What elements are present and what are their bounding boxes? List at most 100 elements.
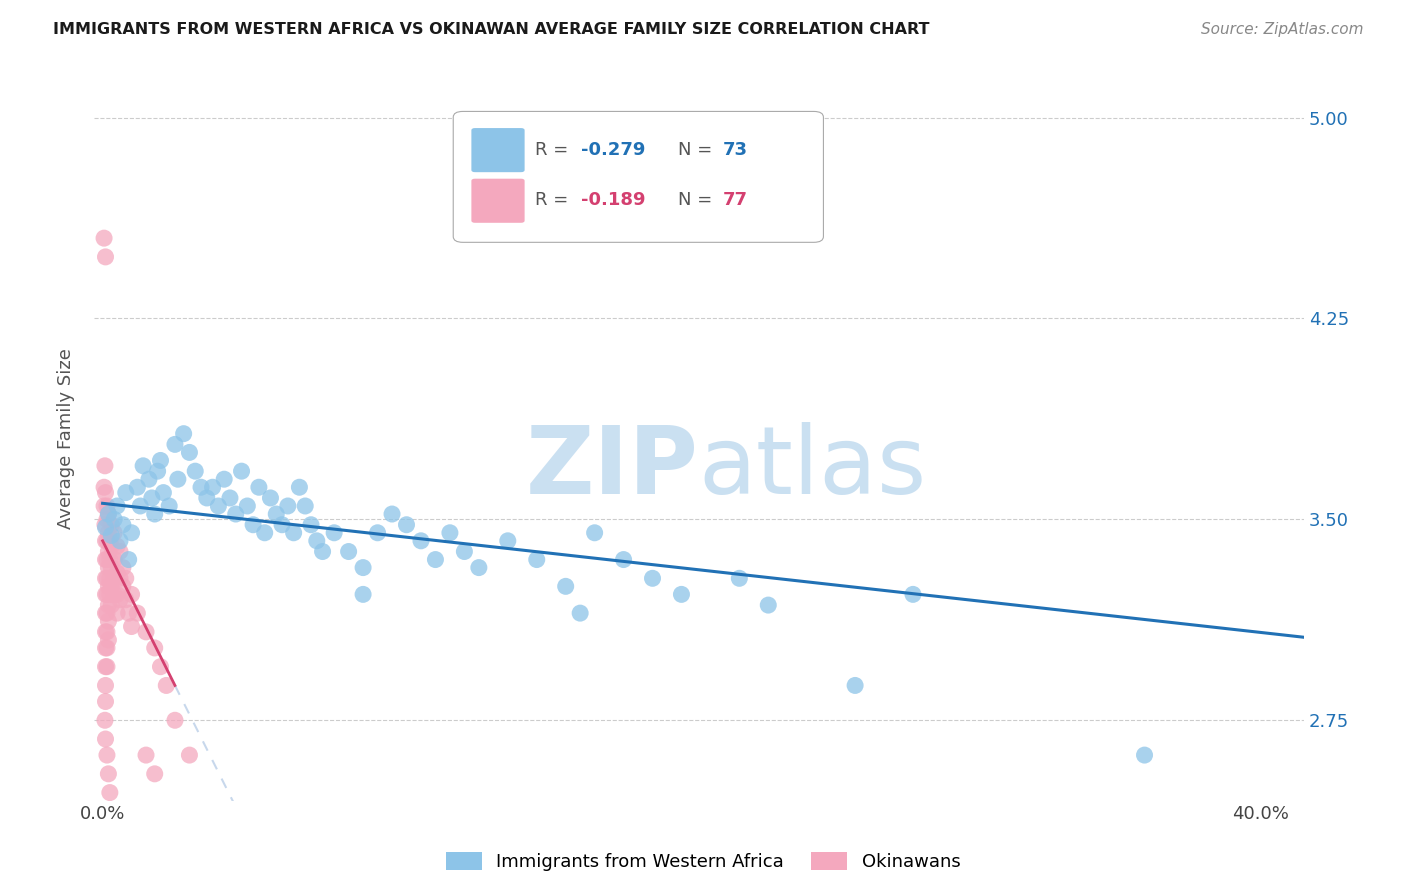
- Point: [323, 525, 346, 540]
- Point: [121, 525, 143, 540]
- Point: [96, 499, 118, 513]
- Point: [149, 453, 172, 467]
- Point: [96, 659, 118, 673]
- Point: [108, 571, 131, 585]
- Point: [409, 533, 432, 548]
- Point: [94, 552, 117, 566]
- Point: [247, 480, 270, 494]
- Point: [132, 458, 155, 473]
- Point: [143, 767, 166, 781]
- Point: [97, 560, 120, 574]
- Point: [100, 560, 122, 574]
- Point: [155, 678, 177, 692]
- Point: [554, 579, 576, 593]
- Point: [613, 552, 636, 566]
- Point: [468, 560, 491, 574]
- Point: [97, 632, 120, 647]
- Point: [114, 592, 136, 607]
- Point: [242, 517, 264, 532]
- Point: [98, 786, 121, 800]
- Point: [98, 552, 121, 566]
- Point: [100, 517, 122, 532]
- Point: [152, 485, 174, 500]
- Point: [259, 491, 281, 505]
- Point: [105, 587, 128, 601]
- Point: [453, 544, 475, 558]
- Point: [97, 579, 120, 593]
- Point: [94, 485, 117, 500]
- Point: [93, 499, 115, 513]
- Point: [94, 517, 117, 532]
- Text: N =: N =: [678, 192, 718, 210]
- Point: [98, 571, 121, 585]
- Point: [97, 525, 120, 540]
- Point: [219, 491, 242, 505]
- Point: [118, 552, 141, 566]
- Point: [96, 533, 118, 548]
- Point: [94, 713, 117, 727]
- FancyBboxPatch shape: [471, 128, 524, 172]
- Text: -0.189: -0.189: [582, 192, 645, 210]
- Point: [138, 472, 160, 486]
- Point: [277, 499, 299, 513]
- Point: [212, 472, 235, 486]
- Point: [103, 552, 125, 566]
- Point: [94, 587, 117, 601]
- Point: [94, 624, 117, 639]
- Point: [207, 499, 229, 513]
- Point: [96, 624, 118, 639]
- Text: N =: N =: [678, 141, 718, 159]
- Point: [179, 445, 201, 459]
- Point: [121, 619, 143, 633]
- Point: [118, 606, 141, 620]
- Point: [97, 507, 120, 521]
- Point: [94, 678, 117, 692]
- Point: [844, 678, 866, 692]
- Point: [526, 552, 548, 566]
- Point: [97, 507, 120, 521]
- Y-axis label: Average Family Size: Average Family Size: [58, 349, 75, 530]
- Point: [96, 552, 118, 566]
- Point: [103, 571, 125, 585]
- Point: [94, 533, 117, 548]
- Point: [108, 544, 131, 558]
- Point: [105, 566, 128, 580]
- Point: [108, 592, 131, 607]
- Point: [97, 598, 120, 612]
- Point: [756, 598, 779, 612]
- Point: [94, 520, 117, 534]
- Point: [184, 464, 207, 478]
- Point: [337, 544, 360, 558]
- Point: [231, 464, 253, 478]
- Point: [97, 544, 120, 558]
- Point: [94, 606, 117, 620]
- Point: [114, 485, 136, 500]
- Point: [96, 606, 118, 620]
- Point: [97, 767, 120, 781]
- Point: [94, 458, 117, 473]
- Point: [94, 659, 117, 673]
- Point: [157, 499, 180, 513]
- Point: [121, 587, 143, 601]
- Text: R =: R =: [536, 141, 575, 159]
- Point: [163, 437, 186, 451]
- Point: [93, 231, 115, 245]
- Point: [311, 544, 333, 558]
- Point: [190, 480, 212, 494]
- Point: [288, 480, 311, 494]
- Point: [97, 614, 120, 628]
- Point: [439, 525, 461, 540]
- Point: [111, 560, 134, 574]
- Point: [98, 587, 121, 601]
- Point: [105, 499, 128, 513]
- Point: [352, 560, 374, 574]
- Point: [728, 571, 751, 585]
- Text: -0.279: -0.279: [582, 141, 645, 159]
- Point: [583, 525, 606, 540]
- Text: IMMIGRANTS FROM WESTERN AFRICA VS OKINAWAN AVERAGE FAMILY SIZE CORRELATION CHART: IMMIGRANTS FROM WESTERN AFRICA VS OKINAW…: [53, 22, 929, 37]
- Point: [671, 587, 693, 601]
- Point: [103, 587, 125, 601]
- Point: [236, 499, 259, 513]
- Point: [94, 731, 117, 746]
- Point: [100, 579, 122, 593]
